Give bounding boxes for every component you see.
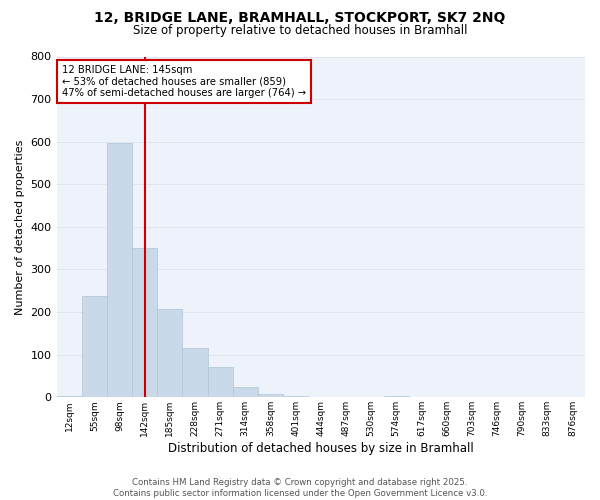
Text: Size of property relative to detached houses in Bramhall: Size of property relative to detached ho… — [133, 24, 467, 37]
Text: 12 BRIDGE LANE: 145sqm
← 53% of detached houses are smaller (859)
47% of semi-de: 12 BRIDGE LANE: 145sqm ← 53% of detached… — [62, 65, 306, 98]
Text: Contains HM Land Registry data © Crown copyright and database right 2025.
Contai: Contains HM Land Registry data © Crown c… — [113, 478, 487, 498]
Text: 12, BRIDGE LANE, BRAMHALL, STOCKPORT, SK7 2NQ: 12, BRIDGE LANE, BRAMHALL, STOCKPORT, SK… — [94, 11, 506, 25]
Bar — [182, 348, 208, 398]
Bar — [383, 396, 409, 398]
Bar — [82, 296, 107, 398]
Bar — [283, 396, 308, 398]
Bar — [233, 386, 258, 398]
Bar — [132, 248, 157, 398]
Bar — [208, 368, 233, 398]
Bar — [56, 396, 82, 398]
Bar — [107, 143, 132, 398]
Bar — [157, 309, 182, 398]
Bar — [258, 394, 283, 398]
X-axis label: Distribution of detached houses by size in Bramhall: Distribution of detached houses by size … — [168, 442, 473, 455]
Y-axis label: Number of detached properties: Number of detached properties — [15, 139, 25, 314]
